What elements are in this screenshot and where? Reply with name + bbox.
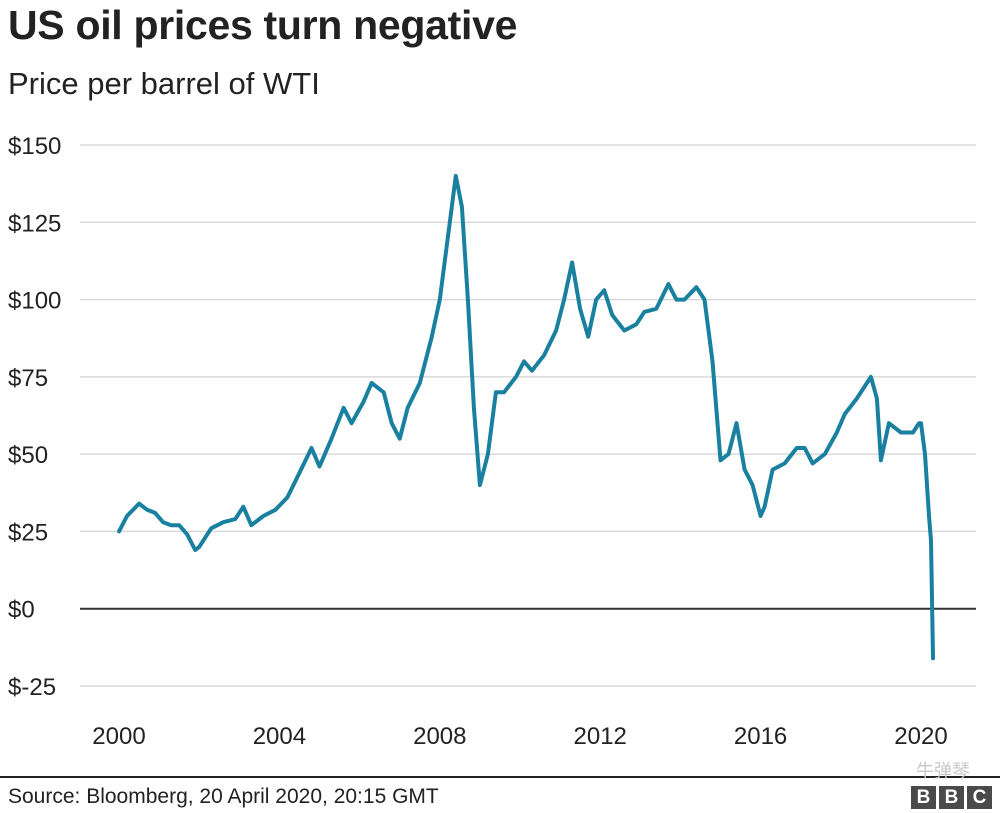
- bbc-logo-letter: B: [911, 786, 936, 809]
- y-tick-label: $50: [8, 442, 48, 469]
- x-tick-label: 2016: [734, 723, 787, 750]
- y-tick-label: $100: [8, 288, 61, 315]
- price-series: [117, 173, 935, 661]
- bbc-logo-letter: B: [939, 786, 964, 809]
- chart-title: US oil prices turn negative: [8, 2, 518, 48]
- y-tick-label: $75: [8, 365, 48, 392]
- gridlines: [80, 144, 976, 687]
- watermark-text: 牛弹琴: [916, 761, 970, 781]
- y-tick-label: $25: [8, 519, 48, 546]
- x-axis-tick-labels: 2000 2004 2008 2012 2016 2020: [92, 723, 947, 750]
- price-line: [117, 173, 935, 661]
- y-tick-label: $150: [8, 133, 61, 160]
- bbc-logo: B B C: [911, 786, 992, 809]
- y-tick-label: $125: [8, 210, 61, 237]
- x-tick-label: 2012: [574, 723, 627, 750]
- chart-subtitle: Price per barrel of WTI: [8, 66, 320, 101]
- y-tick-label: $-25: [8, 674, 56, 701]
- source-note: Source: Bloomberg, 20 April 2020, 20:15 …: [8, 785, 439, 808]
- x-tick-label: 2004: [253, 723, 306, 750]
- y-tick-label: $0: [8, 597, 35, 624]
- x-tick-label: 2008: [413, 723, 466, 750]
- line-chart: $150 $125 $100 $75 $50 $25 $0 $-25 2000 2004 2008…: [8, 133, 976, 750]
- x-tick-label: 2000: [92, 723, 145, 750]
- y-axis-tick-labels: $150 $125 $100 $75 $50 $25 $0 $-25: [8, 133, 61, 701]
- footer-divider: [0, 776, 1000, 778]
- bbc-logo-letter: C: [967, 786, 992, 809]
- x-tick-label: 2020: [894, 723, 947, 750]
